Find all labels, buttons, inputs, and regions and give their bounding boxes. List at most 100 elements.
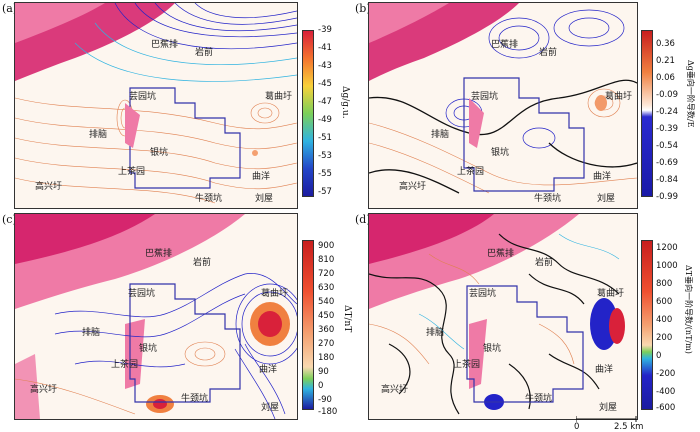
place-label: 曲洋 — [259, 365, 278, 375]
panel-c-svg — [15, 214, 297, 419]
cb-tick: -0.39 — [656, 124, 678, 134]
place-label: 刘屋 — [255, 194, 274, 204]
scale-bar-zero: 0 — [574, 422, 580, 432]
cb-tick: -41 — [318, 43, 332, 53]
cb-tick: 200 — [656, 333, 673, 343]
cb-tick: -0.09 — [656, 90, 678, 100]
panel-b-colorbar — [641, 30, 653, 197]
panel-c-map: 巴蕉排 岩前 芸园坑 葛曲圩 排脑 银坑 上茶园 高兴圩 曲洋 牛颈坑 刘屋 — [14, 213, 298, 420]
cb-tick: -0.99 — [656, 192, 678, 202]
cb-tick: -200 — [656, 369, 676, 379]
panel-c-colorbar — [302, 240, 314, 410]
place-label: 芸园坑 — [129, 92, 157, 102]
place-label: 刘屋 — [597, 194, 616, 204]
place-label: 岩前 — [195, 48, 214, 58]
cb-tick: 0.36 — [656, 39, 675, 49]
cb-tick: 90 — [318, 367, 329, 377]
place-label: 巴蕉排 — [491, 40, 519, 50]
place-label: 岩前 — [535, 258, 554, 268]
panel-b-label: (b) — [355, 2, 371, 15]
panel-b-cb-label: Δg垂向一阶导数/E — [686, 60, 695, 128]
place-label: 牛颈坑 — [195, 194, 223, 204]
place-label: 牛颈坑 — [181, 394, 209, 404]
place-label: 葛曲圩 — [597, 289, 625, 299]
place-label: 排脑 — [426, 328, 445, 338]
cb-tick: -39 — [318, 25, 332, 35]
place-label: 巴蕉排 — [487, 249, 515, 259]
place-label: 巴蕉排 — [145, 249, 173, 259]
panel-d-colorbar — [641, 240, 653, 410]
place-label: 岩前 — [539, 48, 558, 58]
panel-b-map: 巴蕉排 岩前 芸园坑 葛曲圩 排脑 银坑 上茶园 高兴圩 曲洋 牛颈坑 刘屋 — [368, 2, 638, 209]
place-label: 上茶园 — [118, 167, 146, 177]
panel-d-map: 巴蕉排 岩前 芸园坑 葛曲圩 排脑 银坑 上茶园 高兴圩 曲洋 牛颈坑 刘屋 — [368, 213, 638, 420]
place-label: 葛曲圩 — [265, 92, 293, 102]
cb-tick: 540 — [318, 297, 335, 307]
cb-tick: -90 — [318, 395, 332, 405]
place-label: 曲洋 — [593, 172, 612, 182]
panel-a-map: 巴蕉排 岩前 芸园坑 葛曲圩 排脑 银坑 上茶园 高兴圩 曲洋 牛颈坑 刘屋 — [14, 2, 298, 209]
place-label: 高兴圩 — [35, 182, 63, 192]
place-label: 银坑 — [150, 148, 169, 158]
cb-tick: 1200 — [656, 243, 678, 253]
cb-tick: 0 — [656, 351, 662, 361]
cb-tick: 600 — [656, 297, 673, 307]
cb-tick: -45 — [318, 79, 332, 89]
cb-tick: 450 — [318, 311, 335, 321]
panel-d-cb-label: ΔT垂向一阶导数/(nT/m) — [684, 265, 693, 354]
scale-bar-line — [576, 416, 637, 422]
place-label: 上茶园 — [111, 360, 139, 370]
place-label: 葛曲圩 — [605, 92, 633, 102]
place-label: 银坑 — [483, 344, 502, 354]
place-label: 牛颈坑 — [534, 194, 562, 204]
place-label: 银坑 — [491, 148, 510, 158]
place-label: 高兴圩 — [381, 385, 409, 395]
cb-tick: -0.54 — [656, 141, 678, 151]
cb-tick: -57 — [318, 187, 332, 197]
place-label: 银坑 — [139, 344, 158, 354]
place-label: 排脑 — [89, 130, 108, 140]
place-label: 排脑 — [82, 328, 101, 338]
cb-tick: -400 — [656, 387, 676, 397]
panel-a-label: (a) — [2, 2, 18, 15]
cb-tick: -0.24 — [656, 107, 678, 117]
cb-tick: 0.06 — [656, 73, 675, 83]
cb-tick: -55 — [318, 169, 332, 179]
cb-tick: 900 — [318, 241, 335, 251]
cb-tick: 1000 — [656, 261, 678, 271]
cb-tick: -43 — [318, 61, 332, 71]
place-label: 曲洋 — [595, 365, 614, 375]
place-label: 刘屋 — [599, 403, 618, 413]
cb-tick: -180 — [318, 407, 338, 417]
cb-tick: -47 — [318, 97, 332, 107]
place-label: 葛曲圩 — [261, 289, 289, 299]
place-label: 牛颈坑 — [525, 394, 553, 404]
panel-a-svg — [15, 3, 297, 208]
cb-tick: 810 — [318, 255, 335, 265]
panel-c-cb-label: ΔT/nT — [342, 305, 352, 333]
cb-tick: 400 — [656, 315, 673, 325]
panel-a-colorbar — [302, 30, 314, 197]
cb-tick: -51 — [318, 133, 332, 143]
cb-tick: 630 — [318, 283, 335, 293]
place-label: 芸园坑 — [471, 92, 499, 102]
place-label: 巴蕉排 — [151, 40, 179, 50]
place-label: 排脑 — [431, 130, 450, 140]
cb-tick: -0.69 — [656, 158, 678, 168]
place-label: 芸园坑 — [469, 289, 497, 299]
cb-tick: 800 — [656, 279, 673, 289]
cb-tick: -0.84 — [656, 175, 678, 185]
place-label: 岩前 — [193, 258, 212, 268]
cb-tick: -600 — [656, 403, 676, 413]
panel-a-cb-label: Δg/g.u. — [340, 86, 350, 119]
place-label: 刘屋 — [261, 403, 280, 413]
cb-tick: 360 — [318, 325, 335, 335]
panel-d-svg — [369, 214, 637, 419]
place-label: 曲洋 — [252, 172, 271, 182]
place-label: 上茶园 — [457, 167, 485, 177]
panel-d-label: (d) — [355, 213, 371, 226]
cb-tick: 270 — [318, 339, 335, 349]
cb-tick: 180 — [318, 353, 335, 363]
panel-b-svg — [369, 3, 637, 208]
cb-tick: 720 — [318, 269, 335, 279]
